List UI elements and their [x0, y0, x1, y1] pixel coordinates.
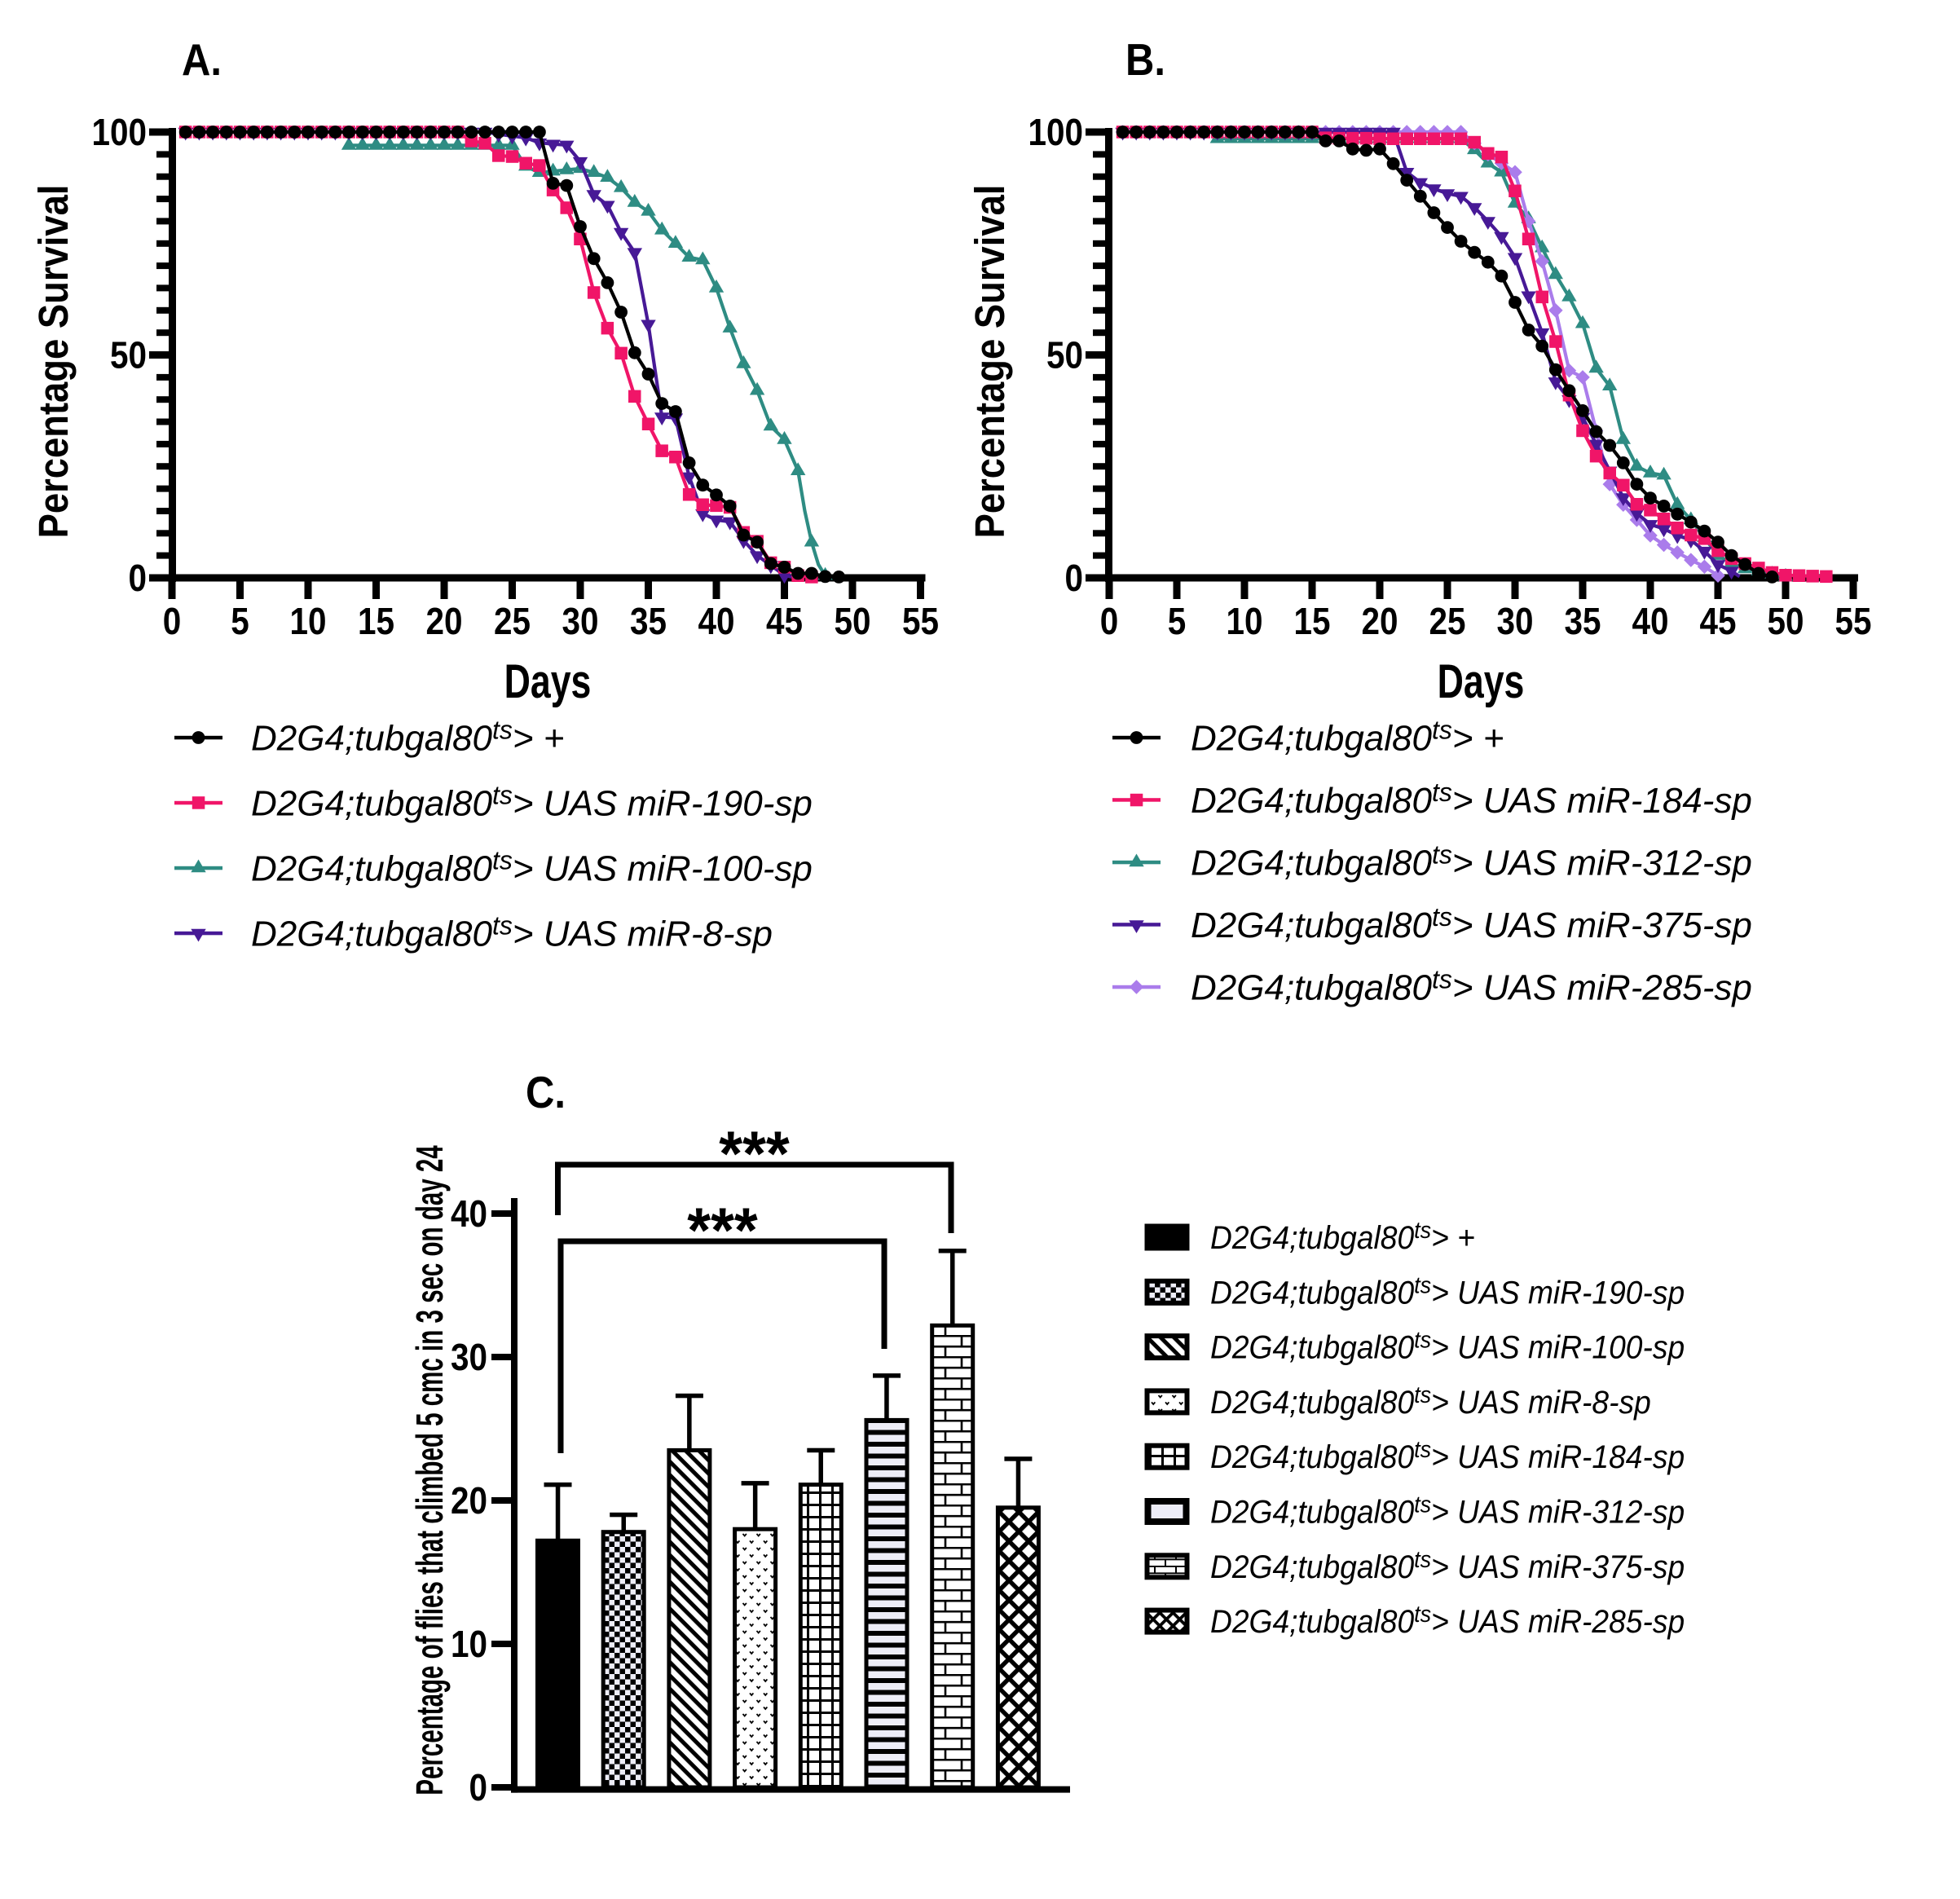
svg-text:100: 100: [1028, 112, 1083, 154]
svg-text:40: 40: [698, 601, 734, 643]
svg-text:D2G4;tubgal80ts> UAS miR-190-s: D2G4;tubgal80ts> UAS miR-190-sp: [1210, 1271, 1685, 1311]
svg-text:50: 50: [1767, 601, 1804, 643]
svg-text:D2G4;tubgal80ts> UAS miR-375-s: D2G4;tubgal80ts> UAS miR-375-sp: [1191, 902, 1752, 945]
svg-text:0: 0: [128, 558, 147, 600]
svg-text:D2G4;tubgal80ts> UAS miR-100-s: D2G4;tubgal80ts> UAS miR-100-sp: [1210, 1327, 1685, 1366]
svg-text:20: 20: [425, 601, 462, 643]
svg-text:100: 100: [91, 112, 147, 154]
svg-text:0: 0: [1064, 558, 1083, 600]
svg-text:10: 10: [289, 601, 326, 643]
svg-text:0: 0: [1100, 601, 1119, 643]
svg-text:D2G4;tubgal80ts> UAS miR-375-s: D2G4;tubgal80ts> UAS miR-375-sp: [1210, 1546, 1685, 1585]
svg-text:D2G4;tubgal80ts> UAS miR-184-s: D2G4;tubgal80ts> UAS miR-184-sp: [1210, 1436, 1685, 1475]
svg-text:D2G4;tubgal80ts> UAS miR-312-s: D2G4;tubgal80ts> UAS miR-312-sp: [1191, 840, 1752, 883]
svg-text:D2G4;tubgal80ts> UAS miR-312-s: D2G4;tubgal80ts> UAS miR-312-sp: [1210, 1491, 1685, 1531]
svg-text:30: 30: [1496, 601, 1533, 643]
svg-text:D2G4;tubgal80ts> UAS miR-8-sp: D2G4;tubgal80ts> UAS miR-8-sp: [1210, 1381, 1651, 1421]
svg-text:Days: Days: [1438, 654, 1525, 707]
svg-text:0: 0: [469, 1768, 487, 1809]
svg-text:5: 5: [231, 601, 249, 643]
svg-text:D2G4;tubgal80ts> UAS miR-8-sp: D2G4;tubgal80ts> UAS miR-8-sp: [251, 911, 773, 954]
svg-text:Days: Days: [504, 654, 592, 707]
svg-text:D2G4;tubgal80ts> UAS miR-184-s: D2G4;tubgal80ts> UAS miR-184-sp: [1191, 778, 1752, 821]
svg-text:10: 10: [1226, 601, 1262, 643]
svg-text:30: 30: [451, 1337, 487, 1379]
svg-text:45: 45: [1699, 601, 1736, 643]
svg-text:Percentage of flies that climb: Percentage of flies that climbed 5 cmc i…: [410, 1145, 451, 1795]
svg-text:5: 5: [1168, 601, 1187, 643]
svg-text:55: 55: [902, 601, 939, 643]
svg-text:B.: B.: [1125, 35, 1165, 85]
svg-text:10: 10: [451, 1624, 487, 1666]
svg-text:50: 50: [1046, 335, 1083, 377]
svg-text:25: 25: [1429, 601, 1465, 643]
svg-text:D2G4;tubgal80ts> UAS miR-100-s: D2G4;tubgal80ts> UAS miR-100-sp: [251, 846, 813, 889]
svg-text:25: 25: [494, 601, 531, 643]
svg-text:D2G4;tubgal80ts> +: D2G4;tubgal80ts> +: [251, 716, 565, 759]
svg-text:D2G4;tubgal80ts> +: D2G4;tubgal80ts> +: [1210, 1217, 1475, 1256]
svg-text:0: 0: [163, 601, 182, 643]
svg-text:40: 40: [451, 1194, 487, 1236]
svg-text:35: 35: [1564, 601, 1601, 643]
svg-text:Percentage Survival: Percentage Survival: [967, 185, 1014, 539]
svg-text:15: 15: [1293, 601, 1330, 643]
svg-text:40: 40: [1632, 601, 1668, 643]
svg-text:D2G4;tubgal80ts> +: D2G4;tubgal80ts> +: [1191, 716, 1504, 759]
svg-text:45: 45: [766, 601, 803, 643]
svg-text:A.: A.: [182, 35, 222, 85]
svg-text:C.: C.: [526, 1068, 566, 1117]
svg-text:20: 20: [451, 1481, 487, 1522]
svg-text:D2G4;tubgal80ts> UAS miR-285-s: D2G4;tubgal80ts> UAS miR-285-sp: [1210, 1601, 1685, 1640]
svg-text:50: 50: [110, 335, 147, 377]
svg-text:20: 20: [1361, 601, 1398, 643]
svg-text:50: 50: [834, 601, 870, 643]
svg-text:***: ***: [687, 1195, 758, 1266]
svg-text:15: 15: [358, 601, 394, 643]
svg-text:D2G4;tubgal80ts> UAS miR-285-s: D2G4;tubgal80ts> UAS miR-285-sp: [1191, 965, 1752, 1008]
svg-text:30: 30: [562, 601, 598, 643]
svg-text:35: 35: [630, 601, 667, 643]
svg-text:D2G4;tubgal80ts> UAS miR-190-s: D2G4;tubgal80ts> UAS miR-190-sp: [251, 781, 813, 824]
svg-text:***: ***: [719, 1118, 790, 1189]
svg-text:55: 55: [1834, 601, 1871, 643]
svg-text:Percentage Survival: Percentage Survival: [31, 185, 77, 539]
